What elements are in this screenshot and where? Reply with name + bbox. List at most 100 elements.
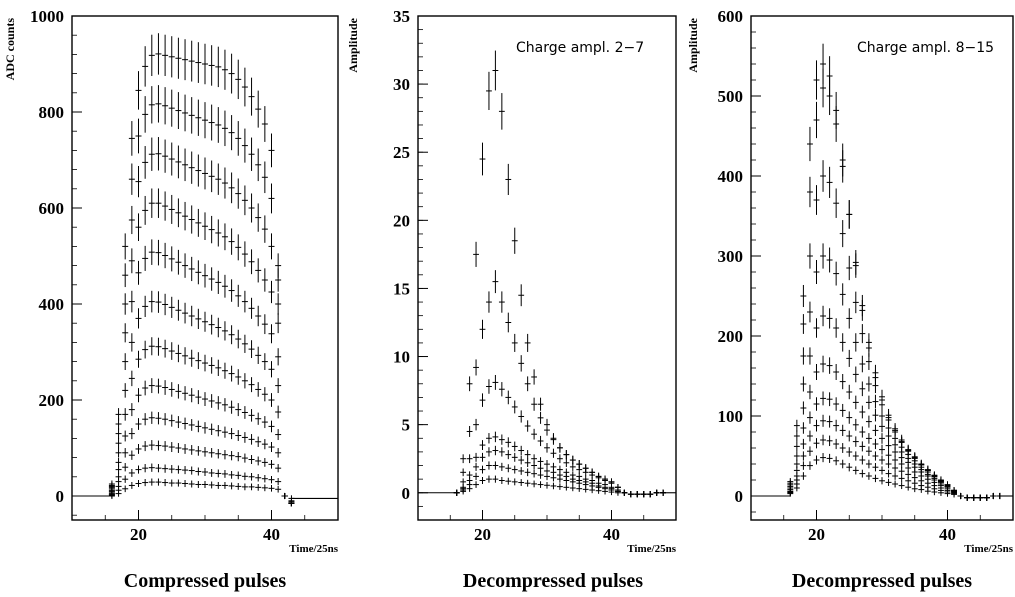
- data-point: [608, 478, 615, 486]
- data-point: [202, 43, 208, 85]
- data-point: [486, 71, 492, 111]
- data-point: [195, 446, 202, 456]
- data-point: [122, 485, 129, 493]
- data-point: [518, 355, 525, 372]
- data-point: [800, 401, 807, 415]
- data-point: [261, 439, 268, 450]
- data-point: [268, 183, 275, 214]
- data-point: [569, 484, 576, 492]
- data-point: [800, 376, 807, 392]
- data-point: [905, 483, 912, 491]
- data-point: [807, 301, 813, 323]
- y-tick-label: 5: [402, 416, 411, 435]
- data-point: [142, 295, 149, 318]
- data-point: [142, 96, 149, 133]
- data-point: [918, 460, 925, 470]
- data-point: [168, 194, 175, 224]
- data-point: [879, 477, 885, 485]
- data-series: [108, 378, 295, 507]
- data-point: [833, 188, 840, 218]
- data-point: [865, 376, 872, 392]
- data-point: [833, 438, 840, 450]
- data-point: [492, 461, 499, 470]
- data-point: [833, 261, 840, 286]
- data-point: [135, 308, 142, 329]
- data-point: [846, 384, 853, 400]
- data-point: [576, 472, 583, 481]
- data-point: [511, 400, 518, 414]
- data-point: [248, 483, 255, 491]
- data-point: [473, 452, 479, 462]
- data-point: [275, 485, 282, 493]
- data-point: [833, 91, 840, 129]
- data-point: [486, 379, 492, 394]
- data-point: [155, 464, 162, 473]
- data-point: [208, 448, 215, 458]
- data-series: [787, 43, 1003, 501]
- data-point: [872, 438, 879, 450]
- data-point: [839, 424, 846, 437]
- data-point: [807, 411, 813, 424]
- data-point: [115, 465, 122, 474]
- data-point: [241, 128, 248, 163]
- data-point: [518, 479, 525, 486]
- data-point: [826, 415, 833, 428]
- data-point: [859, 426, 866, 438]
- data-point: [275, 293, 282, 315]
- data-point: [498, 447, 505, 457]
- x-axis-label: Time/25ns: [289, 543, 338, 555]
- data-point: [202, 311, 208, 332]
- data-point: [813, 438, 820, 449]
- data-point: [846, 430, 853, 442]
- data-point: [905, 445, 912, 456]
- data-point: [221, 49, 228, 90]
- data-point: [872, 394, 879, 409]
- data-series: [108, 290, 295, 507]
- data-point: [261, 416, 268, 429]
- data-point: [498, 476, 505, 485]
- y-tick-label: 30: [393, 75, 410, 94]
- data-point: [460, 454, 467, 464]
- data-point: [563, 468, 570, 477]
- data-point: [175, 299, 182, 321]
- data-point: [473, 481, 479, 488]
- data-point: [128, 450, 135, 460]
- data-point: [813, 101, 820, 139]
- data-point: [162, 139, 169, 173]
- data-point: [128, 403, 135, 417]
- data-point: [820, 391, 826, 406]
- data-point: [498, 291, 505, 313]
- data-point: [241, 406, 248, 419]
- data-point: [852, 466, 859, 475]
- panel-decompressed-8-15: 0 100 200 300 400 500 600 20 40 Amplitude Time/25n…: [686, 7, 1014, 592]
- data-point: [142, 146, 149, 179]
- data-point: [135, 118, 142, 154]
- data-point: [148, 239, 155, 265]
- data-point: [122, 233, 129, 260]
- data-point: [518, 467, 525, 475]
- data-point: [195, 208, 202, 237]
- data-point: [466, 454, 473, 464]
- data-point: [182, 253, 189, 278]
- data-point: [261, 106, 268, 142]
- x-tick-label: 40: [939, 525, 956, 544]
- data-point: [826, 392, 833, 407]
- data-point: [537, 471, 544, 479]
- data-point: [556, 442, 563, 453]
- charge-annotation: Charge ampl. 8−15: [857, 40, 994, 56]
- data-point: [248, 455, 255, 465]
- data-point: [208, 423, 215, 435]
- data-point: [892, 455, 899, 465]
- data-point: [241, 334, 248, 353]
- data-point: [813, 60, 820, 100]
- data-point: [188, 480, 195, 488]
- data-point: [182, 94, 189, 132]
- data-point: [615, 484, 621, 491]
- data-point: [531, 469, 538, 478]
- data-point: [182, 479, 189, 488]
- data-point: [221, 321, 228, 341]
- data-point: [228, 482, 235, 490]
- data-point: [852, 436, 859, 447]
- data-point: [865, 446, 872, 457]
- data-point: [505, 437, 512, 448]
